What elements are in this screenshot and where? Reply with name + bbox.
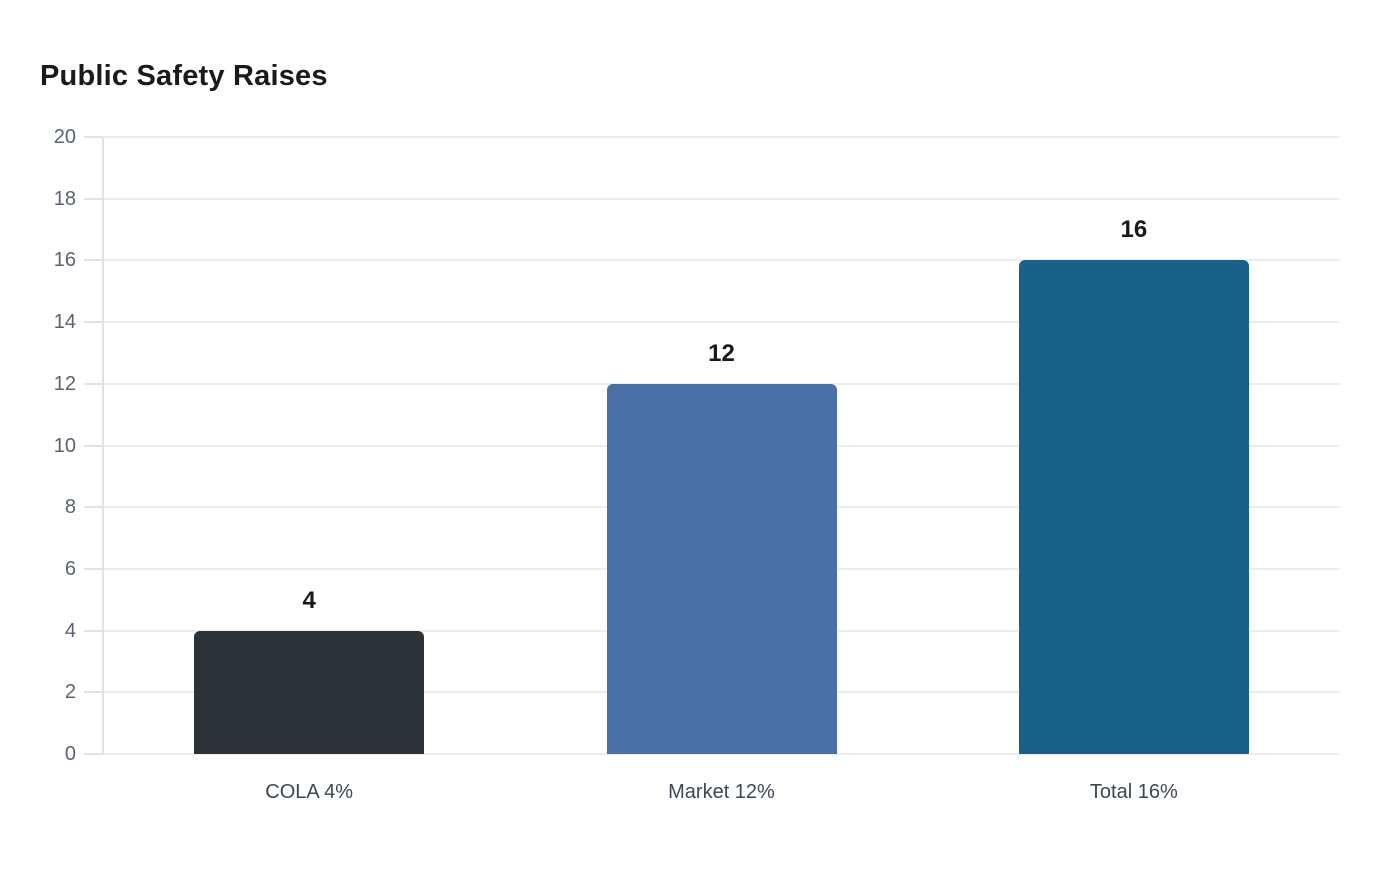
- y-tick-mark: [84, 382, 103, 385]
- bar-value-label: 16: [1120, 216, 1148, 244]
- y-tick-label: 8: [64, 496, 76, 519]
- y-tick-mark: [84, 506, 103, 509]
- y-tick-mark: [84, 444, 103, 447]
- y-tick-mark: [84, 567, 103, 570]
- y-tick-mark: [84, 136, 103, 138]
- y-tick-label: 12: [53, 372, 76, 395]
- gridline: [103, 321, 1340, 324]
- y-tick-label: 10: [53, 434, 76, 457]
- y-tick-label: 0: [64, 743, 76, 765]
- y-tick-mark: [84, 259, 103, 262]
- y-tick-mark: [84, 691, 103, 694]
- y-tick-label: 20: [53, 126, 76, 148]
- gridline: [103, 259, 1340, 262]
- y-tick-label: 4: [64, 619, 76, 642]
- bar-value-label: 4: [302, 586, 316, 614]
- bar: [1018, 260, 1249, 754]
- bar-value-label: 12: [708, 339, 735, 367]
- gridline: [103, 753, 1340, 755]
- y-tick-label: 16: [53, 249, 76, 272]
- y-tick-mark: [84, 629, 103, 632]
- bar: [606, 383, 837, 754]
- x-category-label: Total 16%: [1089, 781, 1178, 803]
- gridline: [103, 136, 1340, 138]
- gridline: [103, 197, 1340, 200]
- y-tick-mark: [84, 753, 103, 755]
- y-tick-label: 2: [64, 681, 76, 704]
- y-tick-label: 6: [64, 557, 76, 580]
- chart-title: Public Safety Raises: [40, 60, 328, 92]
- bar: [194, 630, 425, 754]
- y-tick-mark: [84, 321, 103, 324]
- y-tick-mark: [84, 197, 103, 200]
- x-category-label: COLA 4%: [265, 781, 354, 803]
- y-tick-label: 18: [53, 187, 76, 210]
- x-category-label: Market 12%: [668, 781, 775, 803]
- y-tick-label: 14: [53, 311, 76, 334]
- y-axis-line: [102, 137, 104, 754]
